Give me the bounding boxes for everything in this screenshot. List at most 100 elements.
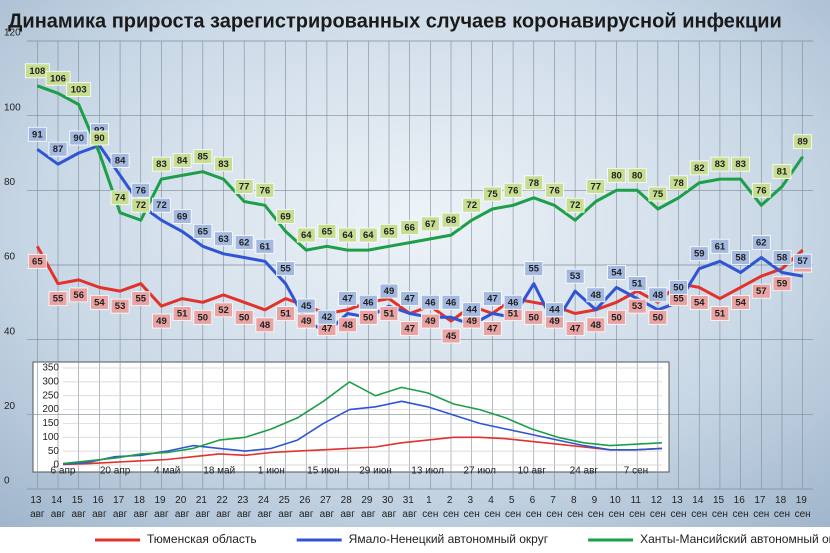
data-label: 48 — [342, 320, 353, 331]
x-tick-day: 28 — [341, 495, 355, 506]
data-label-box — [317, 223, 337, 239]
x-tick-month: авг — [258, 509, 273, 520]
data-label: 49 — [466, 316, 477, 327]
x-tick-month: авг — [216, 509, 231, 520]
x-tick-day: 29 — [361, 495, 375, 506]
data-label-box — [751, 235, 771, 250]
data-label: 57 — [797, 256, 808, 267]
data-label-box — [152, 313, 171, 329]
data-label: 83 — [735, 159, 746, 170]
x-tick-month: сен — [422, 509, 438, 520]
data-label-box — [751, 283, 771, 299]
x-tick-label: 25 авг — [278, 495, 293, 520]
data-label: 47 — [322, 324, 333, 335]
data-label-box — [27, 126, 47, 142]
x-tick-label: 18 сен — [774, 495, 790, 520]
data-label-box — [338, 291, 358, 306]
data-label: 90 — [73, 133, 84, 144]
data-label-box — [607, 167, 626, 183]
data-label: 83 — [156, 159, 167, 170]
data-label: 76 — [756, 185, 767, 196]
x-tick-label: 16 сен — [733, 495, 749, 520]
y-tick-label: 0 — [4, 476, 10, 487]
x-tick-month: сен — [774, 509, 790, 520]
series-line — [62, 400, 663, 465]
data-label-box — [358, 227, 378, 243]
x-tick-day: 7 — [550, 495, 558, 506]
data-label-box — [27, 253, 47, 269]
data-label-box — [379, 223, 399, 239]
data-label-box — [482, 186, 502, 202]
data-label-box — [110, 152, 130, 168]
x-tick-day: 21 — [196, 495, 210, 506]
data-label-box — [131, 197, 151, 213]
x-tick-day: 27 — [320, 495, 334, 506]
data-label-box — [358, 309, 378, 325]
x-tick-label: 7 сен — [624, 466, 648, 477]
y-tick-label: 40 — [4, 326, 16, 337]
data-label-box — [48, 291, 68, 307]
data-label: 82 — [694, 163, 705, 174]
x-tick-label: 14 сен — [691, 495, 707, 520]
data-label: 72 — [156, 200, 167, 211]
data-label: 76 — [508, 185, 519, 196]
x-tick-month: авг — [299, 509, 314, 520]
x-tick-day: 20 — [175, 495, 189, 506]
y-tick-label: 0 — [53, 460, 59, 471]
data-label: 53 — [115, 301, 126, 312]
data-label-box — [338, 227, 358, 243]
x-tick-day: 19 — [796, 495, 810, 506]
x-tick-month: авг — [237, 509, 252, 520]
data-label-box — [379, 306, 399, 322]
data-label: 57 — [756, 286, 767, 297]
x-tick-day: 31 — [403, 495, 417, 506]
x-tick-day: 12 — [651, 495, 665, 506]
data-label-box — [793, 253, 813, 269]
x-tick-label: 1 сен — [422, 495, 438, 520]
x-tick-day: 10 — [610, 495, 624, 506]
data-label: 44 — [549, 305, 560, 316]
data-label: 50 — [363, 312, 374, 323]
data-label-box — [400, 220, 420, 236]
data-label: 64 — [301, 230, 312, 241]
data-label: 78 — [673, 178, 684, 189]
data-label-box — [89, 294, 109, 310]
x-tick-label: 10 авг — [518, 466, 547, 477]
data-label-box — [731, 294, 751, 310]
data-label-box — [482, 321, 502, 336]
x-tick-label: 13 авг — [30, 495, 45, 520]
data-label-box — [524, 175, 544, 191]
data-label: 50 — [653, 312, 664, 323]
y-tick-label: 100 — [42, 432, 59, 443]
y-tick-label: 350 — [42, 363, 59, 374]
x-tick-month: сен — [691, 509, 707, 520]
data-label: 67 — [425, 219, 436, 230]
x-tick-month: авг — [361, 509, 376, 520]
data-label-box — [441, 328, 461, 344]
data-label-box — [586, 179, 606, 194]
x-tick-month: сен — [464, 509, 480, 520]
x-tick-month: сен — [588, 509, 604, 520]
data-label: 49 — [549, 316, 560, 327]
data-label: 50 — [528, 312, 539, 323]
data-label: 75 — [653, 189, 664, 200]
data-label: 80 — [611, 170, 622, 181]
data-label-box — [710, 238, 730, 254]
data-label-box — [545, 302, 564, 318]
x-tick-day: 15 — [713, 495, 727, 506]
x-tick-month: авг — [175, 509, 190, 520]
data-label: 76 — [260, 185, 271, 196]
x-tick-label: 23 авг — [237, 495, 252, 520]
data-label-box — [400, 321, 420, 336]
data-label: 90 — [94, 133, 105, 144]
data-label: 49 — [425, 316, 436, 327]
data-label: 54 — [694, 297, 705, 308]
x-tick-month: сен — [712, 509, 728, 520]
data-label: 46 — [363, 297, 374, 308]
data-label: 84 — [177, 155, 188, 166]
x-tick-day: 11 — [631, 495, 644, 506]
y-tick-label: 60 — [4, 252, 16, 263]
x-tick-label: 14 авг — [51, 495, 66, 520]
data-label-box — [627, 167, 647, 183]
data-label: 46 — [446, 297, 457, 308]
